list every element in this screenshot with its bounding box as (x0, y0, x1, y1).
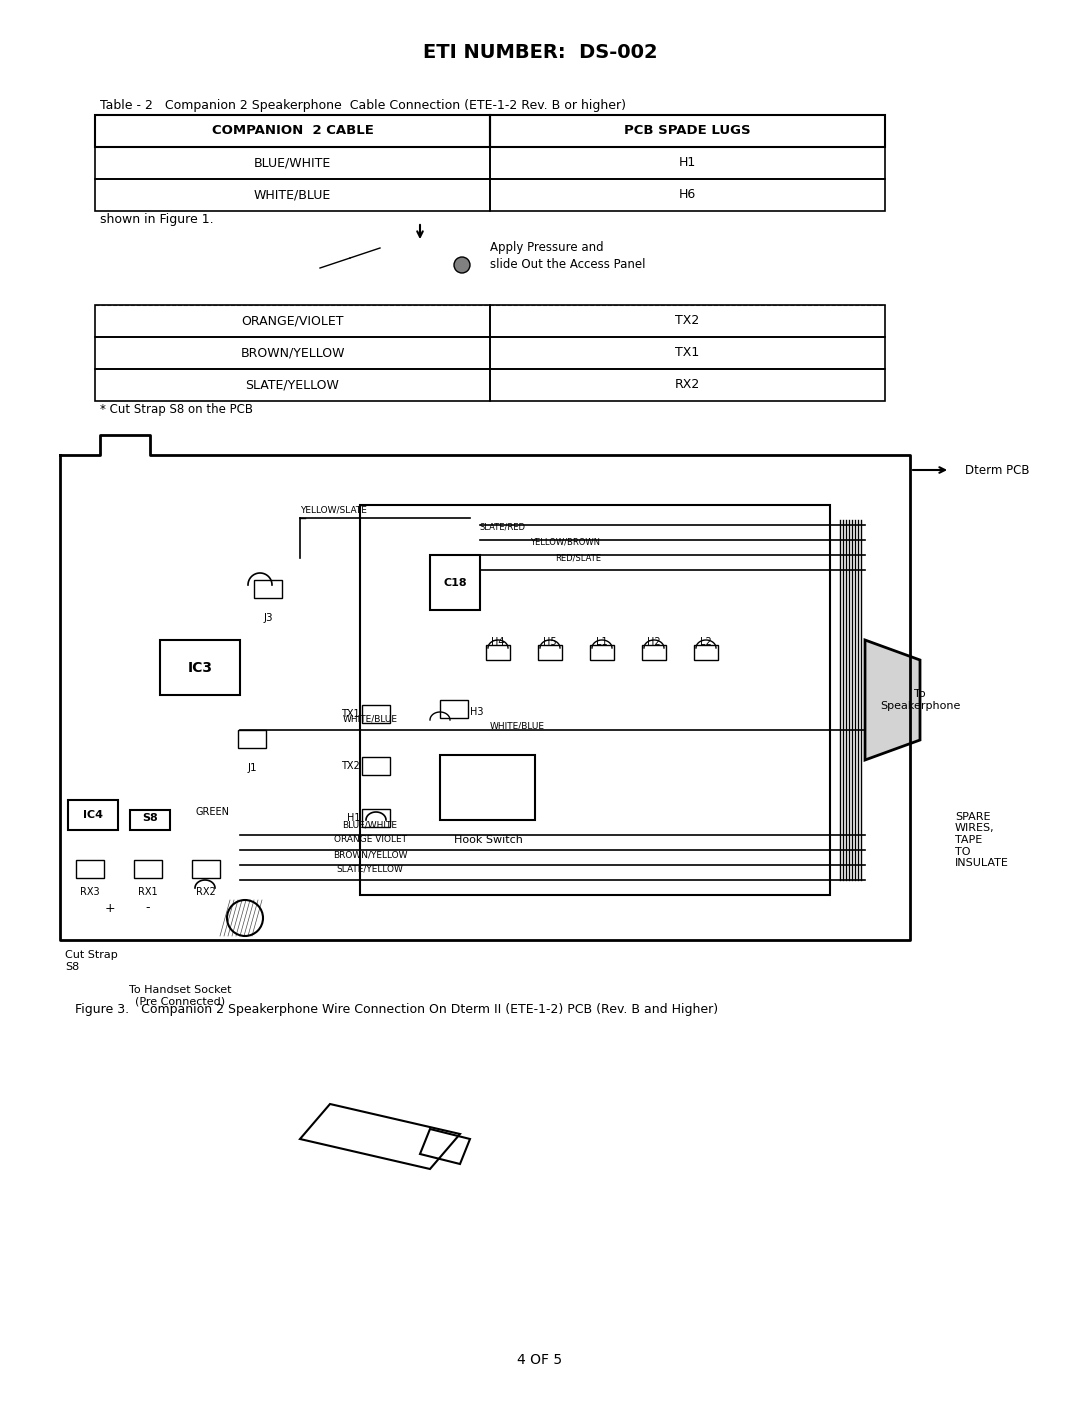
Bar (642, 644, 666, 660)
Bar (130, 810, 170, 830)
Bar (192, 861, 220, 878)
Bar (490, 115, 885, 147)
Polygon shape (865, 640, 920, 760)
Text: WHITE/BLUE: WHITE/BLUE (254, 188, 332, 202)
Bar (95, 178, 490, 211)
Text: H4: H4 (491, 637, 504, 647)
Bar (538, 644, 562, 660)
Text: H5: H5 (543, 637, 557, 647)
Text: RX3: RX3 (80, 887, 99, 897)
Bar (160, 640, 240, 695)
Bar (362, 757, 390, 775)
Text: RX2: RX2 (197, 887, 216, 897)
Text: S8: S8 (143, 813, 158, 823)
Bar (490, 305, 885, 337)
Text: H1: H1 (347, 813, 360, 823)
Text: To
Speakerphone: To Speakerphone (880, 689, 960, 710)
Text: C18: C18 (443, 578, 467, 588)
Bar (95, 115, 490, 147)
Text: BROWN/YELLOW: BROWN/YELLOW (240, 347, 345, 359)
Bar (68, 800, 118, 830)
Text: H6: H6 (679, 188, 697, 202)
Bar (590, 644, 615, 660)
Text: IC4: IC4 (83, 810, 103, 820)
Bar (440, 755, 535, 820)
Text: J1: J1 (247, 762, 257, 774)
Text: Hook Switch: Hook Switch (454, 835, 523, 845)
Text: TX2: TX2 (675, 314, 700, 327)
Text: Apply Pressure and: Apply Pressure and (490, 241, 604, 254)
Text: PCB SPADE LUGS: PCB SPADE LUGS (624, 125, 751, 138)
Text: RED/SLATE: RED/SLATE (555, 553, 600, 563)
Bar (95, 369, 490, 402)
Bar (254, 580, 282, 598)
Text: H2: H2 (647, 637, 661, 647)
Bar (134, 861, 162, 878)
Text: RX1: RX1 (138, 887, 158, 897)
Text: WHITE/BLUE: WHITE/BLUE (490, 722, 545, 730)
Text: Cut Strap
S8: Cut Strap S8 (65, 951, 118, 972)
Text: SPARE
WIRES,
TAPE
TO
INSULATE: SPARE WIRES, TAPE TO INSULATE (955, 812, 1009, 868)
Text: SLATE/YELLOW: SLATE/YELLOW (337, 865, 404, 875)
Bar (440, 701, 468, 717)
Text: SLATE/RED: SLATE/RED (480, 522, 526, 532)
Text: TX1: TX1 (675, 347, 700, 359)
Bar (490, 337, 885, 369)
Text: ORANGE VIOLET: ORANGE VIOLET (334, 835, 406, 844)
Text: L1: L1 (596, 637, 608, 647)
Text: BLUE/WHITE: BLUE/WHITE (342, 820, 397, 828)
Text: +: + (105, 901, 116, 914)
Bar (95, 147, 490, 178)
Bar (694, 644, 718, 660)
Bar (490, 369, 885, 402)
Text: J3: J3 (264, 614, 273, 623)
Text: IC3: IC3 (188, 661, 213, 675)
Text: -: - (146, 901, 150, 914)
Text: YELLOW/BROWN: YELLOW/BROWN (530, 538, 600, 546)
Text: ORANGE/VIOLET: ORANGE/VIOLET (241, 314, 343, 327)
Text: * Cut Strap S8 on the PCB: * Cut Strap S8 on the PCB (100, 403, 253, 417)
Text: TX1: TX1 (341, 709, 360, 719)
Text: TX2: TX2 (341, 761, 360, 771)
Text: YELLOW/SLATE: YELLOW/SLATE (300, 505, 367, 514)
Text: 4 OF 5: 4 OF 5 (517, 1353, 563, 1367)
Text: GREEN: GREEN (195, 807, 229, 817)
Bar (360, 505, 831, 894)
Circle shape (454, 257, 470, 272)
Bar (362, 809, 390, 827)
Text: Dterm PCB: Dterm PCB (966, 463, 1029, 476)
Text: WHITE/BLUE: WHITE/BLUE (342, 715, 397, 724)
Text: shown in Figure 1.: shown in Figure 1. (100, 213, 214, 226)
Bar (95, 305, 490, 337)
Text: slide Out the Access Panel: slide Out the Access Panel (490, 257, 646, 271)
Text: BROWN/YELLOW: BROWN/YELLOW (333, 849, 407, 859)
Text: COMPANION  2 CABLE: COMPANION 2 CABLE (212, 125, 374, 138)
Text: ETI NUMBER:  DS-002: ETI NUMBER: DS-002 (422, 42, 658, 62)
Bar (95, 337, 490, 369)
Bar (76, 861, 104, 878)
Text: L2: L2 (700, 637, 712, 647)
Text: Table - 2   Companion 2 Speakerphone  Cable Connection (ETE-1-2 Rev. B or higher: Table - 2 Companion 2 Speakerphone Cable… (100, 98, 626, 111)
Text: H3: H3 (470, 708, 484, 717)
Bar (490, 178, 885, 211)
Text: H1: H1 (679, 156, 697, 170)
Bar (362, 705, 390, 723)
Text: SLATE/YELLOW: SLATE/YELLOW (245, 379, 339, 392)
Bar (486, 644, 510, 660)
Bar (238, 730, 266, 748)
Text: To Handset Socket
(Pre Connected): To Handset Socket (Pre Connected) (129, 986, 231, 1007)
Bar (490, 147, 885, 178)
Text: RX2: RX2 (675, 379, 700, 392)
Text: BLUE/WHITE: BLUE/WHITE (254, 156, 332, 170)
Text: Figure 3.   Companion 2 Speakerphone Wire Connection On Dterm II (ETE-1-2) PCB (: Figure 3. Companion 2 Speakerphone Wire … (75, 1004, 718, 1016)
Bar (430, 555, 480, 609)
